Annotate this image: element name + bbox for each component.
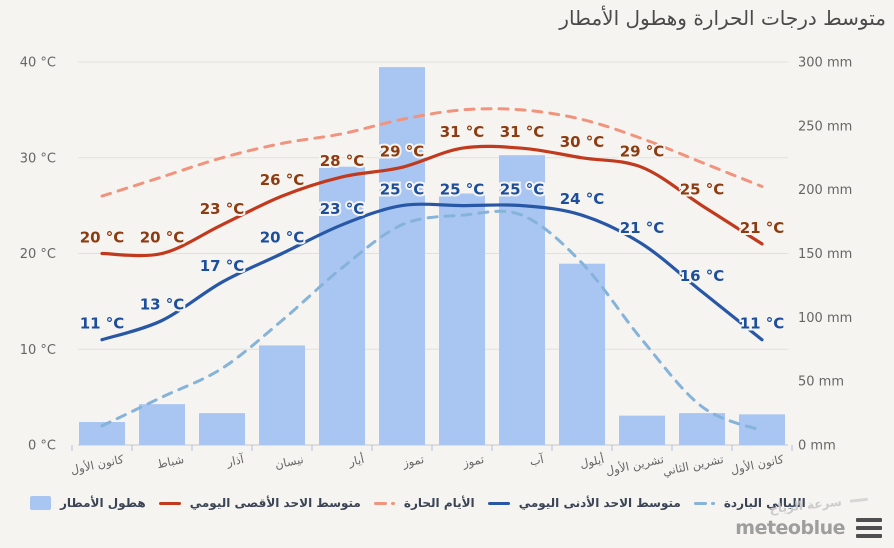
precipitation-bar[interactable] [559, 263, 605, 445]
temperature-data-label: 24 °C [560, 190, 605, 208]
y-axis-right-label: 150 mm [798, 247, 852, 262]
precipitation-bar[interactable] [79, 422, 125, 445]
legend-label: هطول الأمطار [60, 496, 146, 510]
legend-label: الليالي الباردة [723, 496, 806, 510]
legend-item[interactable]: الأيام الحارة [373, 496, 475, 510]
temperature-data-label: 20 °C [140, 229, 185, 247]
temperature-data-label: 20 °C [260, 229, 305, 247]
temperature-data-label: 17 °C [200, 257, 245, 275]
precipitation-bar[interactable] [739, 414, 785, 445]
legend-marker-dashdot [373, 501, 395, 505]
temperature-data-label: 29 °C [620, 142, 665, 160]
temperature-data-label: 13 °C [140, 296, 185, 314]
temperature-data-label: 21 °C [620, 219, 665, 237]
temperature-line [100, 202, 764, 342]
legend-marker-dashdot [693, 501, 715, 505]
temperature-data-label: 11 °C [740, 315, 785, 333]
temperature-data-label: 26 °C [260, 171, 305, 189]
precipitation-bar[interactable] [499, 155, 545, 446]
temperature-data-label: 16 °C [680, 267, 725, 285]
legend-item[interactable]: الليالي الباردة [693, 496, 806, 510]
precipitation-bar[interactable] [619, 415, 665, 445]
temperature-data-label: 31 °C [440, 123, 485, 141]
temperature-data-label: 23 °C [200, 200, 245, 218]
wind-speed-marker-line [849, 497, 868, 503]
hamburger-menu-icon[interactable] [854, 516, 884, 540]
precipitation-bar[interactable] [319, 166, 365, 446]
legend-item[interactable]: متوسط الاحد الأقصى اليومي [158, 496, 361, 510]
precipitation-bar[interactable] [139, 404, 185, 445]
precipitation-bar[interactable] [439, 193, 485, 445]
legend-item[interactable]: متوسط الاحد الأدنى اليومي [487, 496, 681, 510]
temperature-data-label: 29 °C [380, 142, 425, 160]
precipitation-bar[interactable] [679, 413, 725, 445]
temperature-data-label: 28 °C [320, 152, 365, 170]
dashed-temperature-line [100, 107, 764, 198]
y-axis-left-label: 30 °C [20, 151, 56, 166]
chart-legend: هطول الأمطار متوسط الاحد الأقصى اليومي الأ… [30, 496, 806, 510]
legend-label: متوسط الاحد الأدنى اليومي [518, 496, 681, 510]
legend-item[interactable]: هطول الأمطار [30, 496, 146, 510]
legend-label: متوسط الاحد الأقصى اليومي [189, 496, 361, 510]
y-axis-right-label: 250 mm [798, 119, 852, 134]
temperature-data-label: 25 °C [380, 181, 425, 199]
legend-label: الأيام الحارة [403, 496, 475, 510]
legend-marker-line [158, 501, 181, 505]
y-axis-right-label: 100 mm [798, 311, 852, 326]
precipitation-bar[interactable] [199, 413, 245, 445]
x-axis-label: أيار [346, 452, 365, 469]
precipitation-bar[interactable] [259, 345, 305, 445]
temperature-data-label: 25 °C [680, 181, 725, 199]
legend-marker-square [30, 496, 51, 510]
climate-chart-plot: 40 °C 30 °C 20 °C 10 °C 0 °C 300 mm 250 mm 200 … [20, 56, 853, 454]
x-axis-label: آب [528, 452, 545, 469]
meteoblue-logo[interactable]: meteoblue [735, 517, 845, 539]
legend-marker-line [487, 501, 510, 505]
branding-row: meteoblue [735, 516, 884, 540]
y-axis-right-label: 0 mm [798, 439, 836, 454]
temperature-data-label: 25 °C [440, 181, 485, 199]
y-axis-left-label: 40 °C [20, 56, 56, 71]
y-axis-left-label: 0 °C [28, 439, 56, 454]
temperature-data-label: 25 °C [500, 181, 545, 199]
temperature-data-label: 23 °C [320, 200, 365, 218]
temperature-data-label: 11 °C [80, 315, 125, 333]
y-axis-right-label: 200 mm [798, 183, 852, 198]
y-axis-left-label: 10 °C [20, 343, 56, 358]
dashed-temperature-line [100, 209, 764, 433]
chart-title: متوسط درجات الحرارة وهطول الأمطار [559, 6, 886, 30]
y-axis-right-label: 50 mm [798, 375, 844, 390]
temperature-data-label: 21 °C [740, 219, 785, 237]
temperature-data-label: 31 °C [500, 123, 545, 141]
temperature-data-label: 30 °C [560, 133, 605, 151]
y-axis-left-label: 20 °C [20, 247, 56, 262]
temperature-data-label: 20 °C [80, 229, 125, 247]
temperature-line [100, 144, 764, 258]
precipitation-bar[interactable] [379, 67, 425, 446]
y-axis-right-label: 300 mm [798, 56, 852, 71]
